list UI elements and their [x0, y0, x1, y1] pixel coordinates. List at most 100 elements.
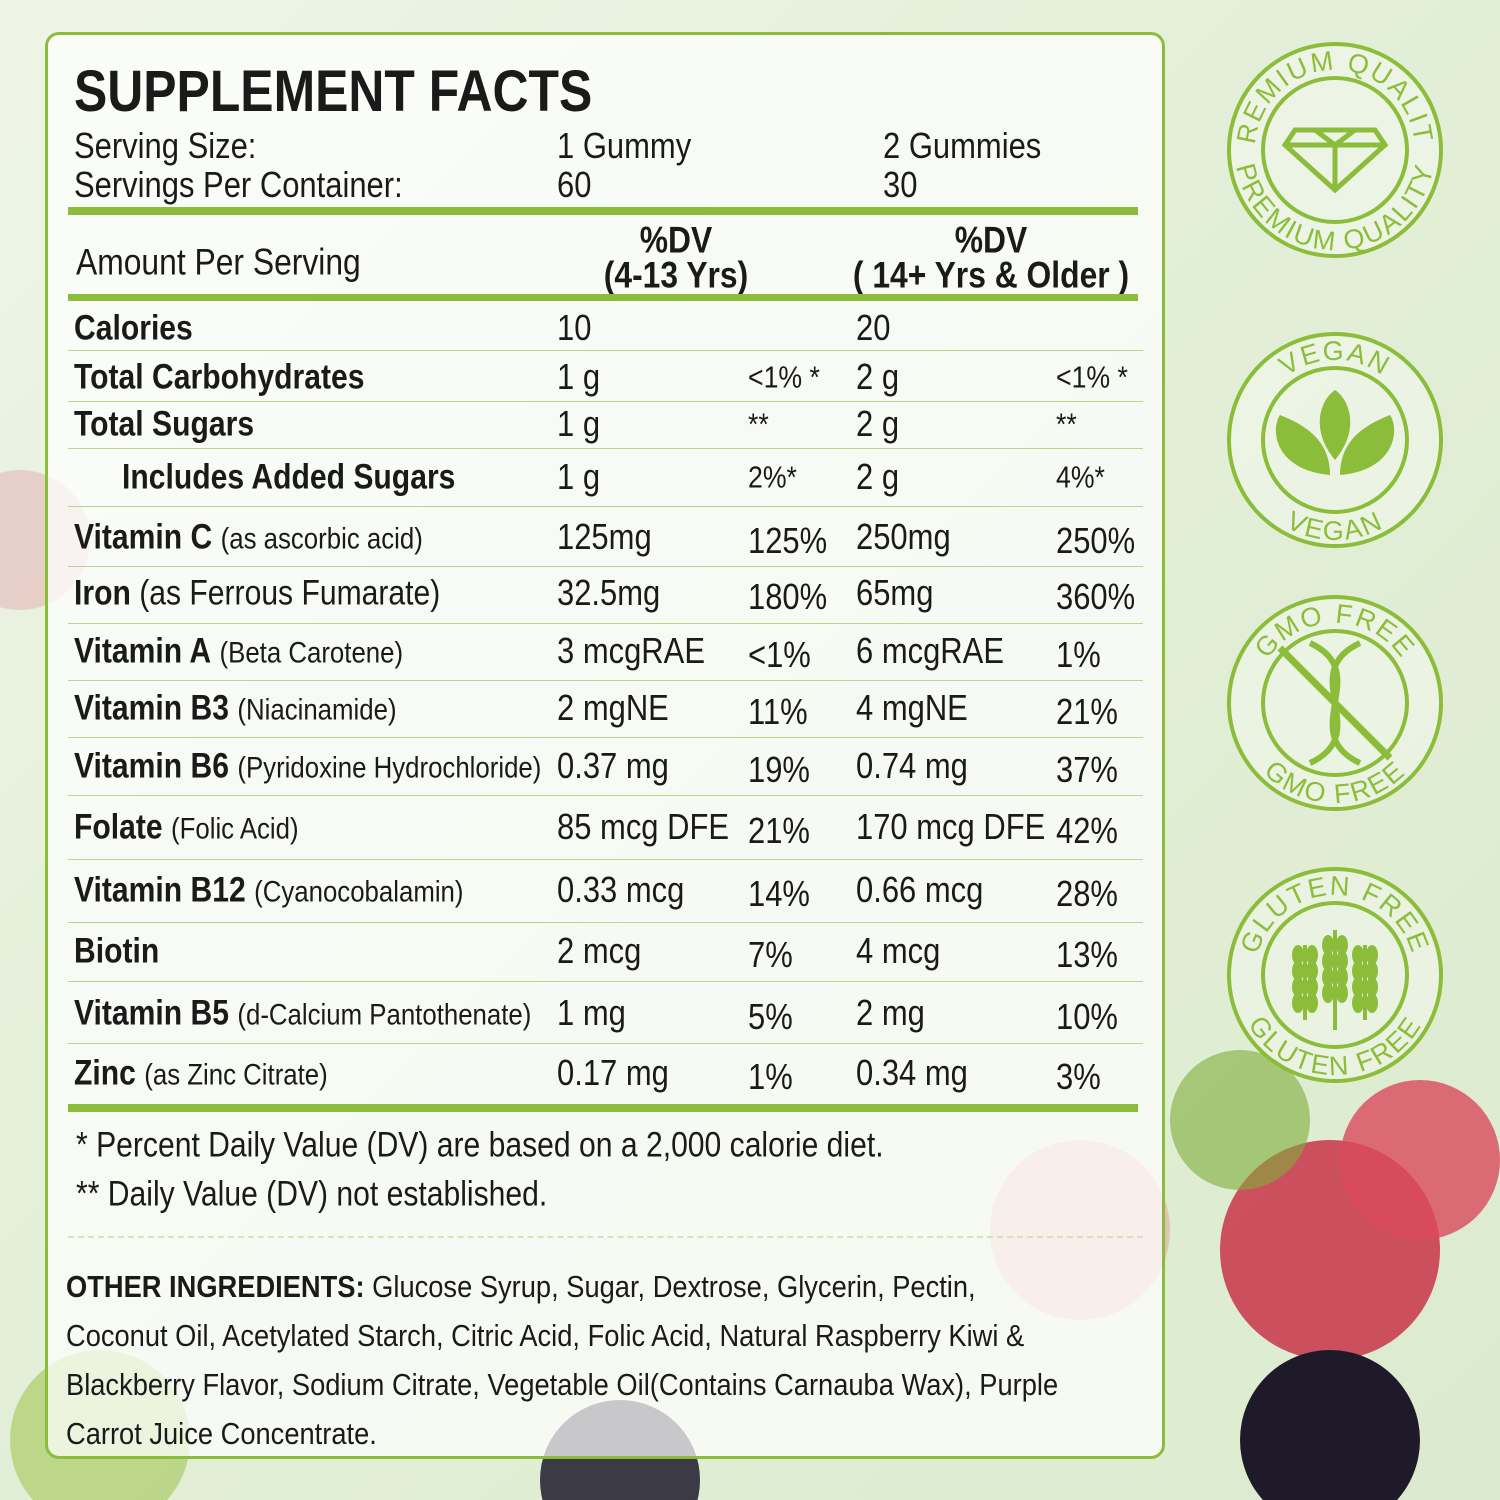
column-header: %DV: [639, 219, 713, 261]
amount: 3 mcgRAE: [557, 630, 705, 671]
row-rule: [68, 623, 1143, 624]
footnote: ** Daily Value (DV) not established.: [76, 1174, 548, 1214]
amount: 0.37 mg: [557, 745, 669, 786]
nutrient-note: (Beta Carotene): [219, 636, 404, 670]
daily-value: <1%: [748, 634, 811, 675]
row-rule: [68, 680, 1143, 681]
amount: 0.17 mg: [557, 1052, 669, 1093]
nutrient: Vitamin B6 (Pyridoxine Hydrochloride): [74, 749, 541, 784]
daily-value: **: [1056, 406, 1077, 442]
daily-value: 4%*: [1056, 459, 1105, 495]
row-rule: [68, 795, 1143, 796]
nutrient: Vitamin B5 (d-Calcium Pantothenate): [74, 996, 531, 1031]
daily-value: 10%: [1056, 996, 1118, 1037]
nutrient-name: Vitamin C: [74, 517, 213, 557]
nutrient-name: Folate: [74, 807, 163, 847]
ingredients-text: Glucose Syrup, Sugar, Dextrose, Glycerin…: [66, 1269, 1059, 1451]
daily-value: 2%*: [748, 459, 797, 495]
daily-value: 13%: [1056, 934, 1118, 975]
amount: 170 mcg DFE: [856, 806, 1046, 847]
nutrient-note: (d-Calcium Pantothenate): [237, 998, 532, 1032]
amount: 10: [557, 307, 592, 348]
daily-value: 14%: [748, 873, 810, 914]
column-header: Amount Per Serving: [76, 241, 361, 283]
row-rule: [68, 566, 1143, 567]
amount: 0.34 mg: [856, 1052, 968, 1093]
nutrient: Includes Added Sugars: [122, 460, 455, 495]
daily-value: 21%: [748, 810, 810, 851]
row-rule: [68, 922, 1143, 923]
nutrient-name: Vitamin B12: [74, 870, 246, 910]
amount: 85 mcg DFE: [557, 806, 730, 847]
amount: 4 mcg: [856, 930, 941, 971]
nutrient-name: Includes Added Sugars: [122, 457, 456, 497]
amount: 2 mcg: [557, 930, 642, 971]
amount: 125mg: [557, 516, 652, 557]
row-rule: [68, 401, 1143, 402]
serving-label: Serving Size:: [74, 125, 257, 166]
nutrient: Zinc (as Zinc Citrate): [74, 1056, 328, 1091]
daily-value: 7%: [748, 934, 793, 975]
dashed-rule: [68, 1236, 1143, 1239]
row-rule: [68, 737, 1143, 738]
nutrient-name: Biotin: [74, 931, 160, 971]
title: SUPPLEMENT FACTS: [74, 59, 593, 124]
amount: 250mg: [856, 516, 951, 557]
nutrient: Vitamin A (Beta Carotene): [74, 634, 403, 669]
amount: 20: [856, 307, 891, 348]
serving-value: 60: [557, 164, 592, 205]
daily-value: **: [748, 406, 769, 442]
nutrient-name: Iron: [74, 573, 131, 613]
amount: 2 mg: [856, 992, 925, 1033]
amount: 2 g: [856, 403, 900, 444]
daily-value: 1%: [748, 1056, 793, 1097]
nutrient-name: Vitamin A: [74, 631, 212, 671]
nutrient-name: Total Carbohydrates: [74, 357, 365, 397]
daily-value: 1%: [1056, 634, 1101, 675]
daily-value: 125%: [748, 520, 828, 561]
nutrient-name: Vitamin B3: [74, 688, 230, 728]
amount: 65mg: [856, 572, 934, 613]
amount: 0.66 mcg: [856, 869, 984, 910]
nutrient-name: Calories: [74, 308, 193, 348]
nutrient-note: (as ascorbic acid): [220, 522, 423, 556]
nutrient: Vitamin B3 (Niacinamide): [74, 691, 397, 726]
amount: 1 g: [557, 403, 601, 444]
amount: 32.5mg: [557, 572, 661, 613]
nutrient-note: (Pyridoxine Hydrochloride): [237, 751, 542, 785]
nutrient-note: (as Ferrous Fumarate): [139, 573, 441, 613]
amount: 6 mcgRAE: [856, 630, 1004, 671]
daily-value: 37%: [1056, 749, 1118, 790]
ingredients-label: OTHER INGREDIENTS:: [66, 1269, 365, 1304]
row-rule: [68, 859, 1143, 860]
nutrient: Vitamin C (as ascorbic acid): [74, 520, 423, 555]
daily-value: 42%: [1056, 810, 1118, 851]
daily-value: 250%: [1056, 520, 1136, 561]
nutrient: Iron (as Ferrous Fumarate): [74, 576, 440, 611]
amount: 2 g: [856, 456, 900, 497]
serving-value: 1 Gummy: [557, 125, 692, 166]
daily-value: <1% *: [748, 359, 820, 395]
thick-rule: [68, 1104, 1138, 1112]
daily-value: 5%: [748, 996, 793, 1037]
daily-value: 3%: [1056, 1056, 1101, 1097]
serving-value: 2 Gummies: [883, 125, 1042, 166]
footnote: * Percent Daily Value (DV) are based on …: [76, 1125, 884, 1165]
amount: 2 mgNE: [557, 687, 669, 728]
nutrient: Total Carbohydrates: [74, 360, 364, 395]
facts-panel: [45, 32, 1165, 1459]
serving-label: Servings Per Container:: [74, 164, 403, 205]
column-header: ( 14+ Yrs & Older ): [852, 254, 1130, 296]
thick-rule: [68, 294, 1138, 301]
column-header: (4-13 Yrs): [603, 254, 749, 296]
daily-value: 28%: [1056, 873, 1118, 914]
nutrient-name: Vitamin B5: [74, 993, 230, 1033]
amount: 0.33 mcg: [557, 869, 685, 910]
daily-value: <1% *: [1056, 359, 1128, 395]
nutrient: Total Sugars: [74, 407, 254, 442]
amount: 0.74 mg: [856, 745, 968, 786]
row-rule: [68, 981, 1143, 982]
daily-value: 11%: [748, 691, 808, 732]
row-rule: [68, 350, 1143, 351]
